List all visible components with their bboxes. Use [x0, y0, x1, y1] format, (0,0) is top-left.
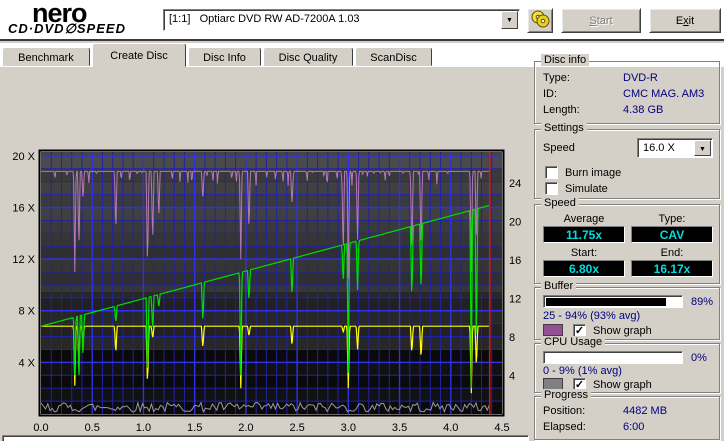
group-title: Disc info	[541, 54, 590, 66]
tab-create-disc[interactable]: Create Disc	[92, 43, 186, 67]
svg-text:8: 8	[509, 332, 515, 344]
speed-group: Speed Average Type: 11.75x CAV Start: En…	[534, 197, 720, 284]
disc-type-label: Type:	[543, 72, 570, 84]
start-speed-display: 6.80x	[543, 260, 625, 277]
group-title: Speed	[541, 197, 579, 209]
nero-logo: nero CD·DVD∅SPEED	[8, 0, 126, 37]
burn-speed-chart: 20 X 16 X 12 X 8 X 4 X 24 20 16 12 8 4 0.0 0.5 1.0 1.5…	[0, 139, 530, 434]
svg-text:12 X: 12 X	[12, 254, 35, 266]
tab-scandisc[interactable]: ScanDisc	[355, 47, 432, 66]
group-title: Progress	[541, 389, 592, 401]
svg-text:0.5: 0.5	[85, 422, 100, 433]
disc-length-value: 4.38 GB	[623, 104, 664, 116]
discs-button[interactable]	[527, 8, 553, 33]
group-title: CPU Usage	[541, 336, 606, 348]
drive-selector[interactable]: [1:1] Optiarc DVD RW AD-7200A 1.03 ▼	[163, 9, 520, 31]
dropdown-arrow-icon[interactable]: ▼	[694, 140, 711, 156]
cpu-usage-group: CPU Usage 0% 0 - 9% (1% avg) Show graph	[534, 336, 720, 393]
nero-wordmark: nero	[32, 0, 88, 28]
svg-text:3.0: 3.0	[341, 422, 356, 433]
tab-disc-info[interactable]: Disc Info	[188, 47, 261, 66]
elapsed-label: Elapsed:	[543, 421, 586, 433]
elapsed-value: 6:00	[623, 421, 645, 433]
buffer-show-graph-label: Show graph	[593, 325, 652, 337]
end-speed-display: 16.17x	[631, 260, 713, 277]
svg-text:20: 20	[509, 216, 521, 228]
end-speed-label: End:	[660, 247, 684, 259]
svg-text:2.0: 2.0	[238, 422, 253, 433]
drive-selector-value: [1:1] Optiarc DVD RW AD-7200A 1.03	[169, 13, 360, 25]
cpu-range: 0 - 9% (1% avg)	[543, 365, 622, 377]
toolbar: nero CD·DVD∅SPEED [1:1] Optiarc DVD RW A…	[0, 0, 724, 41]
exit-button[interactable]: Exit	[649, 8, 721, 33]
svg-text:4 X: 4 X	[18, 357, 35, 369]
svg-text:1.5: 1.5	[187, 422, 202, 433]
cd-dvd-speed-wordmark: CD·DVD∅SPEED	[8, 21, 126, 36]
position-label: Position:	[543, 405, 586, 417]
svg-text:12: 12	[509, 293, 521, 305]
svg-text:1.0: 1.0	[136, 422, 151, 433]
avg-speed-label: Average	[563, 213, 605, 225]
start-speed-label: Start:	[570, 247, 598, 259]
disc-glyph-icon: ∅	[64, 21, 77, 36]
dropdown-arrow-icon[interactable]: ▼	[501, 11, 518, 29]
svg-text:0.0: 0.0	[33, 422, 48, 433]
speed-select-value: 16.0 X	[643, 142, 675, 154]
group-title: Settings	[541, 122, 587, 134]
buffer-series-swatch	[543, 324, 563, 336]
settings-group: Settings Speed 16.0 X ▼ Burn image Simul…	[534, 122, 720, 199]
burn-image-checkbox[interactable]	[545, 166, 558, 179]
tab-disc-quality[interactable]: Disc Quality	[263, 47, 353, 66]
speed-type-display: CAV	[631, 226, 713, 243]
start-button[interactable]: Start	[561, 8, 641, 33]
cpu-show-graph-label: Show graph	[593, 379, 652, 391]
buffer-group: Buffer 89% 25 - 94% (93% avg) Show graph	[534, 280, 720, 340]
create-disc-page: 20 X 16 X 12 X 8 X 4 X 24 20 16 12 8 4 0.0 0.5 1.0 1.5…	[0, 54, 724, 441]
speed-select[interactable]: 16.0 X ▼	[637, 138, 713, 158]
simulate-label: Simulate	[565, 183, 608, 195]
disc-type-value: DVD-R	[623, 72, 658, 84]
svg-text:2.5: 2.5	[289, 422, 304, 433]
svg-text:4.5: 4.5	[494, 422, 509, 433]
buffer-level-value: 89%	[691, 296, 714, 308]
disc-length-label: Length:	[543, 104, 580, 116]
svg-text:16 X: 16 X	[12, 202, 35, 214]
speed-type-label: Type:	[658, 213, 686, 225]
svg-text:4.0: 4.0	[443, 422, 458, 433]
progress-group: Progress Position: 4482 MB Elapsed: 6:00	[534, 389, 720, 440]
discs-icon	[531, 10, 550, 28]
svg-text:16: 16	[509, 255, 521, 267]
svg-text:3.5: 3.5	[392, 422, 407, 433]
group-title: Buffer	[541, 280, 577, 292]
tab-benchmark[interactable]: Benchmark	[2, 47, 90, 66]
buffer-level-bar	[543, 295, 683, 308]
avg-speed-display: 11.75x	[543, 226, 625, 243]
cpu-level-value: 0%	[691, 352, 707, 364]
svg-text:20 X: 20 X	[12, 151, 35, 163]
position-value: 4482 MB	[623, 405, 668, 417]
simulate-checkbox[interactable]	[545, 182, 558, 195]
svg-text:24: 24	[509, 178, 521, 190]
cpu-level-bar	[543, 351, 683, 364]
burn-image-label: Burn image	[565, 167, 622, 179]
speed-setting-label: Speed	[543, 142, 575, 154]
burn-progress-bar	[2, 435, 529, 441]
disc-info-group: Disc info Type: DVD-R ID: CMC MAG. AM3 L…	[534, 54, 720, 124]
buffer-range: 25 - 94% (93% avg)	[543, 310, 641, 322]
disc-id-label: ID:	[543, 88, 558, 100]
svg-text:8 X: 8 X	[18, 306, 35, 318]
disc-id-value: CMC MAG. AM3	[623, 88, 705, 100]
svg-text:4: 4	[509, 370, 515, 382]
